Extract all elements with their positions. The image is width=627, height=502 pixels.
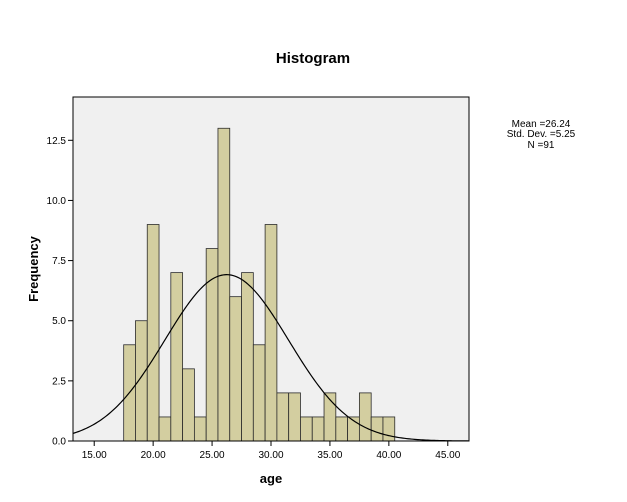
y-tick-label-0: 0.0 xyxy=(52,437,66,448)
histogram-bar-15 xyxy=(300,416,313,442)
x-tick-label-6: 45.00 xyxy=(435,450,460,461)
histogram-bar-16 xyxy=(311,416,325,442)
histogram-bar-8 xyxy=(217,127,231,442)
x-axis-title: age xyxy=(260,471,282,486)
stat-std-dev: Std. Dev. =5.25 xyxy=(507,129,576,140)
x-tick-label-4: 35.00 xyxy=(317,450,342,461)
histogram-bar-13 xyxy=(276,392,290,442)
y-axis: 0.0 2.5 5.0 7.5 10.0 12.5 xyxy=(47,136,73,448)
histogram-bar-22 xyxy=(382,416,396,442)
histogram-bar-9 xyxy=(229,296,242,442)
x-axis: 15.00 20.00 25.00 30.00 35.00 40.00 45.00 xyxy=(82,441,461,461)
histogram-bar-14 xyxy=(288,392,301,442)
x-tick-label-2: 25.00 xyxy=(200,450,225,461)
histogram-bar-12 xyxy=(264,224,278,442)
y-tick-label-4: 10.0 xyxy=(47,196,67,207)
stat-n: N =91 xyxy=(528,140,555,151)
normal-curve xyxy=(72,274,470,442)
histogram-bar-2 xyxy=(146,224,160,442)
histogram-bar-5 xyxy=(182,368,195,442)
histogram-bar-3 xyxy=(158,416,172,442)
x-tick-label-3: 30.00 xyxy=(258,450,283,461)
histogram-bar-10 xyxy=(241,272,254,442)
stat-mean: Mean =26.24 xyxy=(512,119,571,130)
histogram-bar-18 xyxy=(335,416,349,442)
histogram-bar-20 xyxy=(358,392,372,442)
x-tick-label-5: 40.00 xyxy=(376,450,401,461)
y-tick-label-5: 12.5 xyxy=(47,136,67,147)
x-tick-label-0: 15.00 xyxy=(82,450,107,461)
histogram-bar-21 xyxy=(370,416,384,442)
y-tick-label-2: 5.0 xyxy=(52,316,66,327)
histogram-bar-4 xyxy=(170,272,184,442)
y-tick-label-1: 2.5 xyxy=(52,376,66,387)
x-tick-label-1: 20.00 xyxy=(141,450,166,461)
histogram-bar-6 xyxy=(193,416,207,442)
stats-box: Mean =26.24 Std. Dev. =5.25 N =91 xyxy=(507,119,576,151)
histogram-bar-11 xyxy=(252,344,266,442)
chart-title: Histogram xyxy=(276,50,350,67)
y-axis-title: Frequency xyxy=(26,235,41,302)
histogram-bar-1 xyxy=(135,320,148,442)
y-tick-label-3: 7.5 xyxy=(52,256,66,267)
